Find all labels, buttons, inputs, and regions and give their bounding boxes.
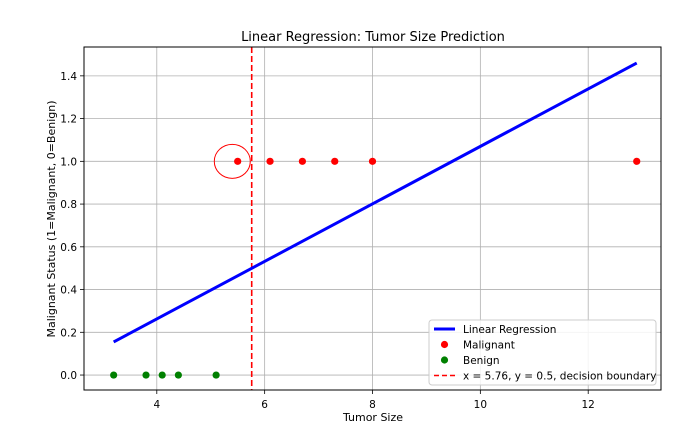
benign-point (142, 371, 150, 379)
chart-legend: Linear Regression Malignant Benign x = 5.76… (428, 319, 657, 386)
y-tick-label: 0.8 (60, 199, 77, 211)
benign-point (174, 371, 182, 379)
malignant-point (266, 157, 274, 165)
malignant-point (633, 157, 641, 165)
y-tick-label: 1.0 (60, 156, 77, 168)
plot-area-frame (83, 46, 662, 391)
malignant-point (298, 157, 306, 165)
x-tick-label: 10 (474, 399, 487, 411)
legend-label: Malignant (463, 340, 515, 352)
legend-box (428, 319, 657, 386)
y-tick-label: 1.2 (60, 114, 77, 126)
malignant-point (331, 157, 339, 165)
legend-swatch-point (440, 340, 449, 349)
plot-data (110, 47, 641, 390)
highlight-circle (213, 143, 251, 179)
chart-title: Linear Regression: Tumor Size Prediction (241, 30, 505, 45)
y-tick-label: 1.4 (60, 71, 77, 83)
regression-line (112, 61, 638, 344)
legend-label: x = 5.76, y = 0.5, decision boundary (463, 371, 656, 383)
legend-swatch-point (440, 356, 449, 364)
x-tick-label: 4 (153, 399, 160, 411)
y-tick-label: 0.6 (60, 242, 77, 254)
benign-point (158, 371, 166, 379)
malignant-point (368, 157, 377, 165)
y-tick-label: 0.4 (60, 285, 77, 297)
legend-label: Benign (463, 355, 500, 367)
x-axis-label: Tumor Size (342, 411, 403, 424)
malignant-point (234, 157, 242, 165)
axis-ticks: 4 6 8 10 12 0.0 0.2 0.4 0.6 0.8 1.0 1.2 1.4 (60, 71, 595, 411)
x-tick-label: 6 (261, 399, 268, 411)
benign-point (212, 371, 220, 379)
y-tick-label: 0.0 (60, 370, 77, 382)
y-axis-label: Malignant Status (1=Malignant, 0=Benign) (45, 101, 58, 338)
y-tick-label: 0.2 (60, 327, 77, 339)
benign-point (110, 371, 118, 379)
x-tick-label: 12 (582, 399, 595, 411)
x-tick-label: 8 (369, 399, 376, 411)
legend-label: Linear Regression (463, 324, 556, 336)
